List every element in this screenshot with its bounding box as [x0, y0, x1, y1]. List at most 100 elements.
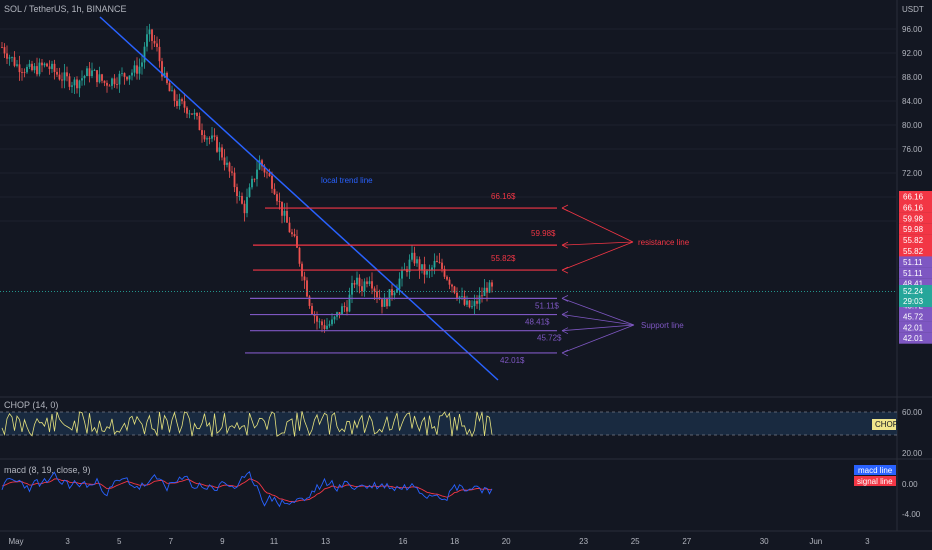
candle-body — [388, 289, 391, 307]
price-badge — [899, 278, 932, 290]
candle-body — [176, 100, 178, 107]
candle-body — [203, 135, 206, 140]
candle-body — [38, 62, 41, 75]
candle-body — [178, 99, 181, 107]
candle-body — [63, 72, 66, 81]
candle-body — [463, 296, 466, 305]
chop-line — [1, 411, 493, 438]
candle-body — [116, 84, 118, 86]
candle-body — [366, 281, 368, 284]
candles-group — [1, 23, 493, 333]
chop-tick-label: 60.00 — [902, 408, 923, 417]
price-badge-text: 42.01 — [903, 323, 924, 332]
candle-body — [281, 201, 283, 216]
candle-body — [158, 46, 161, 62]
candle-body — [221, 147, 223, 158]
time-tick-label: 5 — [117, 537, 122, 546]
price-badge — [899, 212, 932, 224]
candle-body — [226, 162, 228, 165]
resistance-arrow — [561, 207, 634, 243]
candle-body — [413, 252, 416, 264]
candle-body — [11, 57, 13, 58]
candle-body — [48, 66, 51, 69]
candle-body — [418, 259, 421, 271]
resistance-arrow — [561, 241, 634, 271]
resistance-arrowhead — [561, 266, 569, 274]
candle-body — [201, 130, 203, 136]
support-arrow — [561, 324, 635, 354]
candle-body — [331, 319, 333, 325]
candle-body — [223, 157, 226, 165]
candle-body — [261, 160, 263, 167]
candle-body — [243, 203, 246, 214]
candle-body — [71, 85, 73, 87]
candle-body — [343, 306, 346, 308]
time-tick-label: 18 — [450, 537, 459, 546]
time-tick-label: 3 — [865, 537, 870, 546]
resistance-arrow — [561, 241, 634, 246]
candle-body — [28, 63, 31, 67]
candle-body — [51, 63, 53, 69]
chop-badge — [872, 419, 896, 430]
candle-body — [431, 267, 433, 270]
candle-body — [31, 63, 33, 71]
candle-body — [453, 286, 456, 293]
candle-body — [446, 276, 448, 280]
signal-line-series — [1, 478, 493, 503]
candle-body — [83, 75, 86, 79]
candle-body — [143, 46, 146, 63]
candle-body — [268, 173, 271, 177]
candle-body — [21, 72, 23, 73]
candle-body — [213, 135, 216, 137]
candle-body — [61, 79, 63, 81]
support-arrowhead — [561, 327, 569, 335]
price-badge-text: 59.98 — [903, 214, 924, 223]
candle-body — [393, 292, 396, 296]
candle-body — [328, 324, 331, 326]
price-badge — [899, 234, 932, 246]
price-badge — [899, 310, 932, 322]
candle-body — [126, 76, 128, 80]
price-tick-label: 76.00 — [902, 145, 923, 154]
candle-body — [98, 74, 101, 83]
support-level-label: 51.11$ — [535, 301, 559, 310]
candle-body — [298, 247, 301, 264]
candle-body — [233, 172, 236, 188]
candle-body — [318, 321, 321, 323]
candle-body — [173, 90, 176, 101]
candle-body — [458, 296, 461, 298]
candle-body — [483, 287, 486, 296]
candle-body — [421, 264, 423, 271]
candle-body — [363, 281, 366, 292]
candle-body — [76, 79, 78, 89]
candle-body — [88, 68, 91, 77]
candle-body — [78, 80, 81, 89]
resistance-level-label: 66.16$ — [491, 192, 516, 201]
macd-tick-label: -4.00 — [902, 510, 921, 519]
price-tick-label: 88.00 — [902, 73, 923, 82]
macd-legend-badge — [854, 465, 896, 475]
candle-body — [443, 268, 446, 277]
resistance-level-label: 55.82$ — [491, 254, 516, 263]
candle-body — [123, 73, 126, 77]
candle-body — [461, 296, 463, 298]
time-tick-label: 3 — [65, 537, 70, 546]
candle-body — [206, 138, 208, 140]
candle-body — [96, 70, 98, 83]
time-tick-label: 11 — [270, 537, 279, 546]
candle-body — [106, 82, 108, 86]
time-tick-label: 9 — [220, 537, 225, 546]
candle-body — [216, 136, 218, 152]
candle-body — [438, 261, 441, 263]
candle-body — [273, 188, 276, 195]
candle-body — [248, 187, 251, 197]
candle-body — [66, 72, 68, 77]
candle-body — [488, 282, 491, 293]
price-badge — [899, 267, 932, 279]
candle-body — [146, 34, 148, 47]
chop-badge-text: CHOP — [875, 420, 898, 429]
price-badge-text: 51.11 — [903, 258, 923, 267]
candle-body — [41, 62, 43, 66]
candle-body — [373, 288, 376, 292]
